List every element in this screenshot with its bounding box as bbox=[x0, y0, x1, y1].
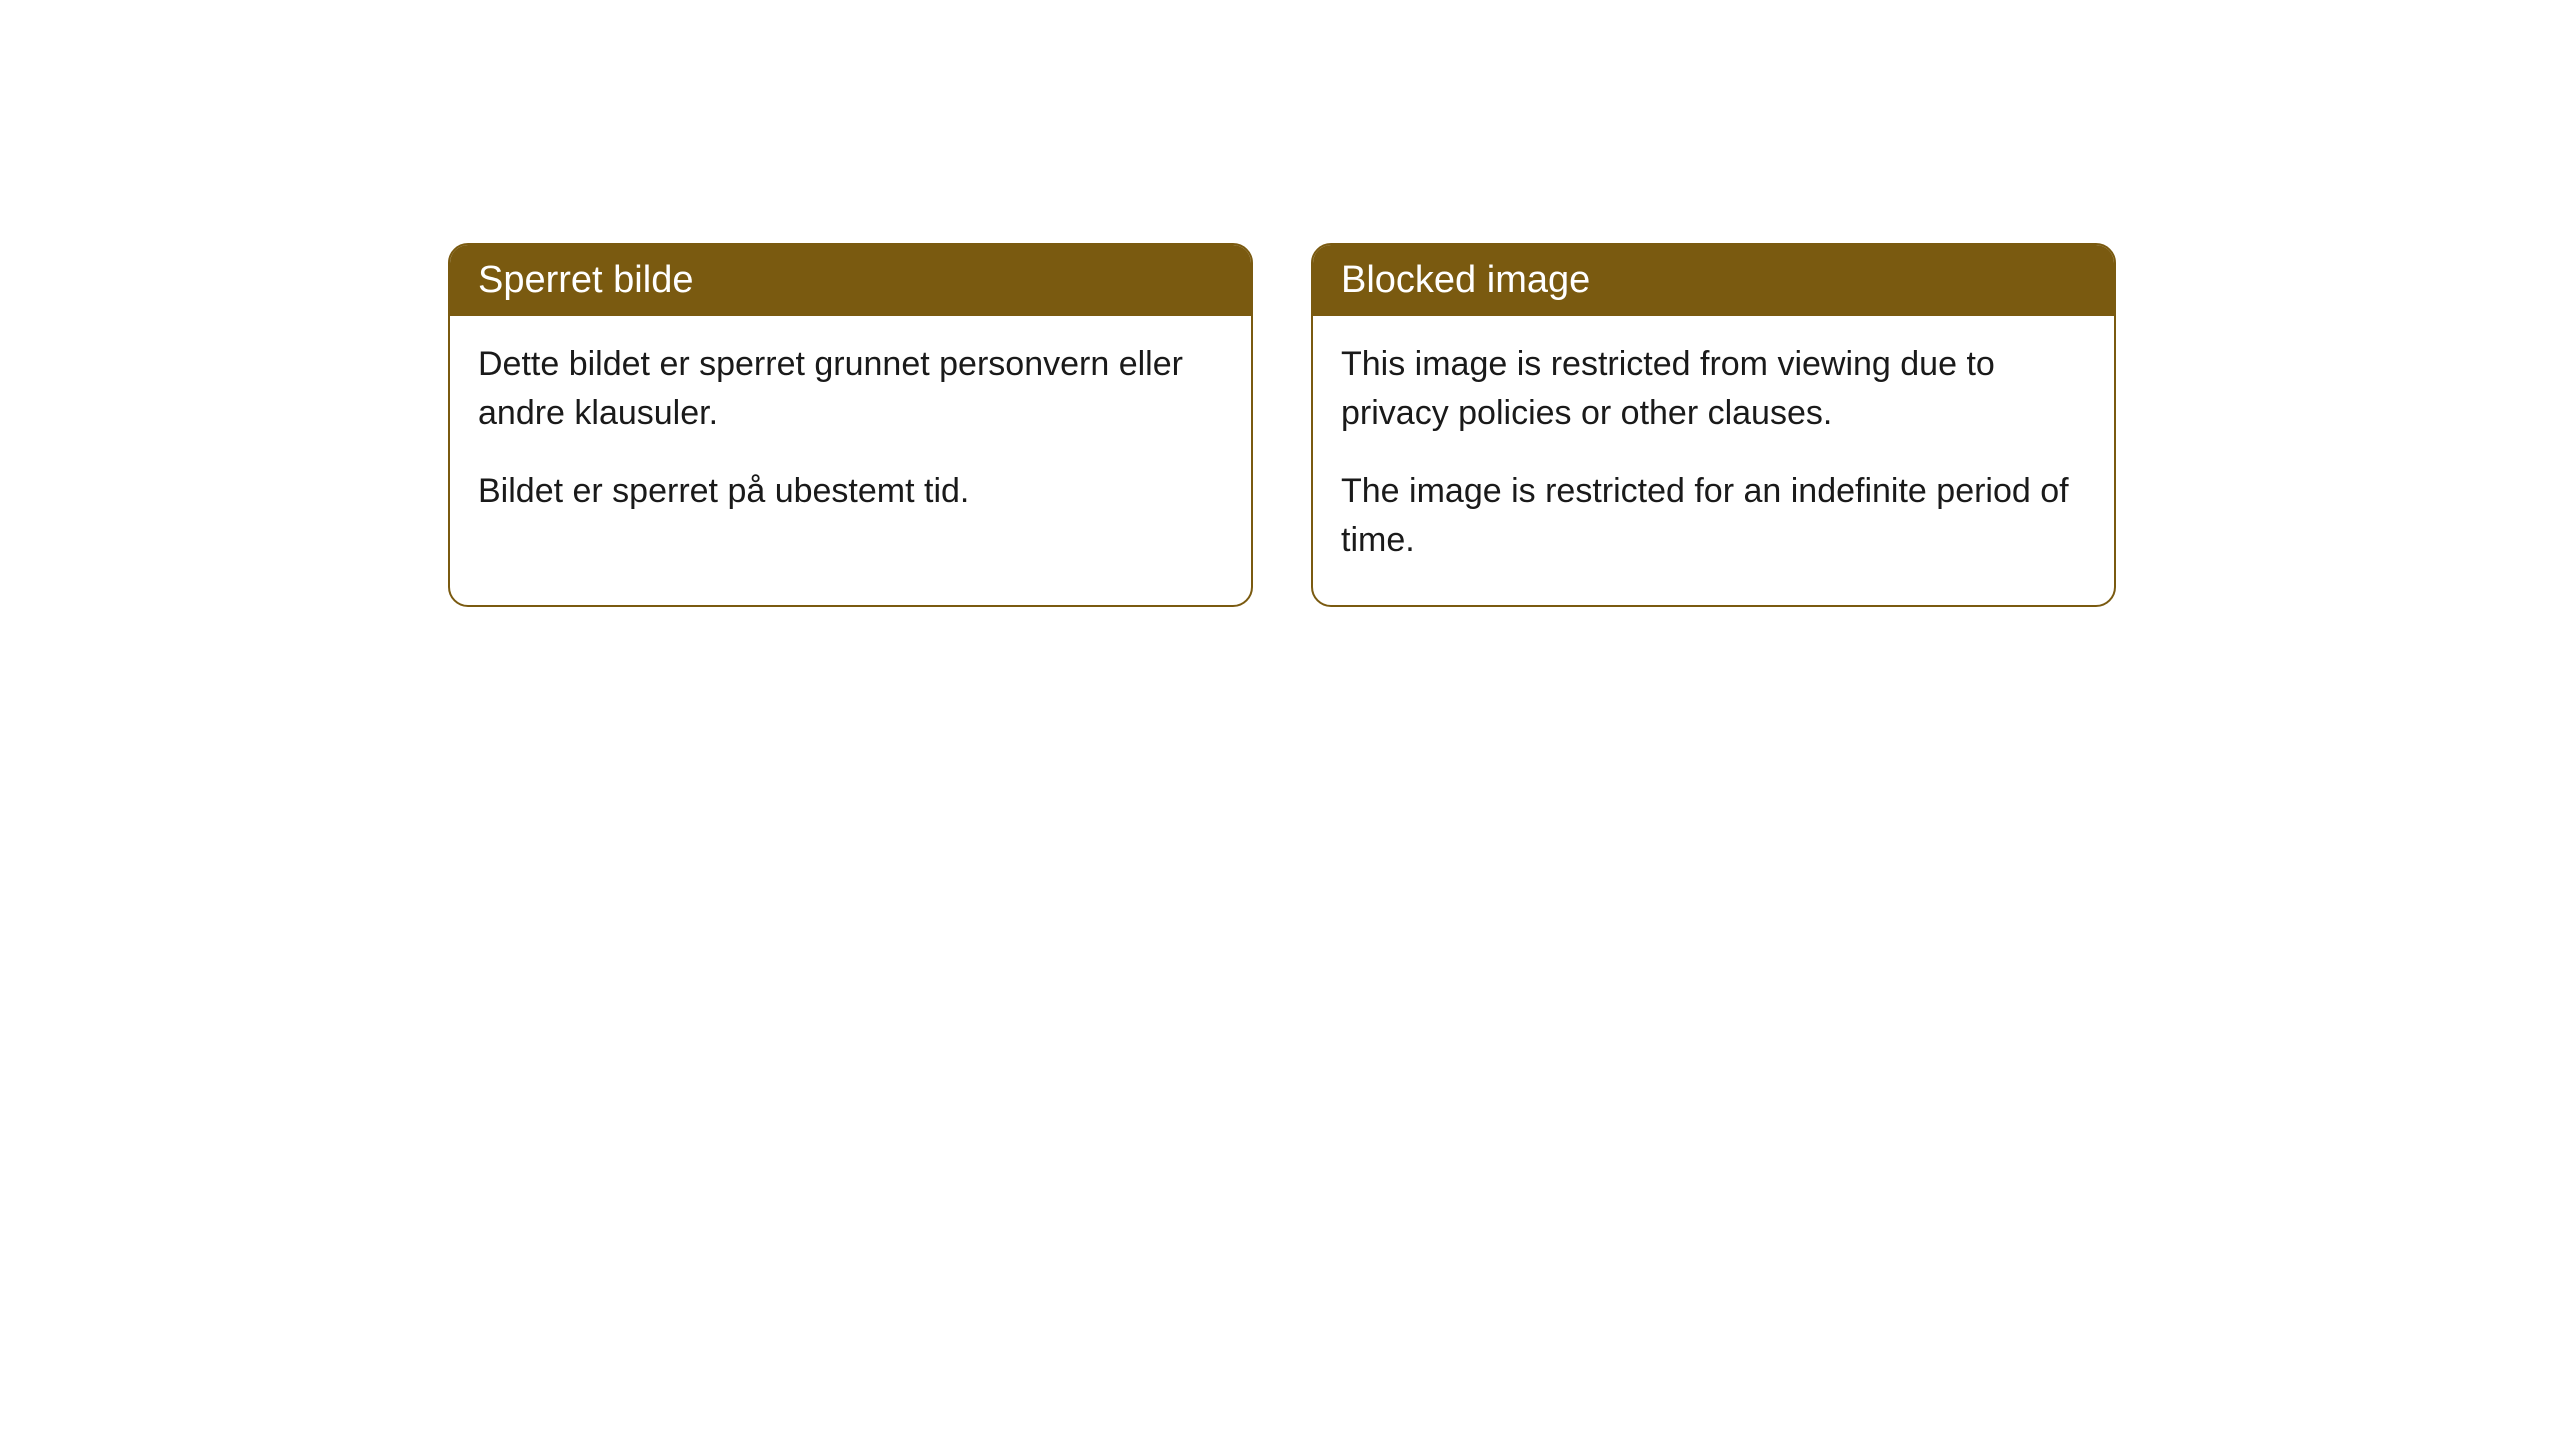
notice-card-norwegian: Sperret bilde Dette bildet er sperret gr… bbox=[448, 243, 1253, 607]
notice-card-english: Blocked image This image is restricted f… bbox=[1311, 243, 2116, 607]
card-paragraph: This image is restricted from viewing du… bbox=[1341, 340, 2086, 439]
card-title: Blocked image bbox=[1341, 259, 1590, 301]
card-title: Sperret bilde bbox=[478, 259, 693, 301]
card-paragraph: The image is restricted for an indefinit… bbox=[1341, 467, 2086, 566]
card-paragraph: Dette bildet er sperret grunnet personve… bbox=[478, 340, 1223, 439]
card-header-english: Blocked image bbox=[1313, 245, 2114, 316]
notice-cards-container: Sperret bilde Dette bildet er sperret gr… bbox=[448, 243, 2116, 607]
card-body-norwegian: Dette bildet er sperret grunnet personve… bbox=[450, 316, 1251, 556]
card-paragraph: Bildet er sperret på ubestemt tid. bbox=[478, 467, 1223, 516]
card-header-norwegian: Sperret bilde bbox=[450, 245, 1251, 316]
card-body-english: This image is restricted from viewing du… bbox=[1313, 316, 2114, 605]
